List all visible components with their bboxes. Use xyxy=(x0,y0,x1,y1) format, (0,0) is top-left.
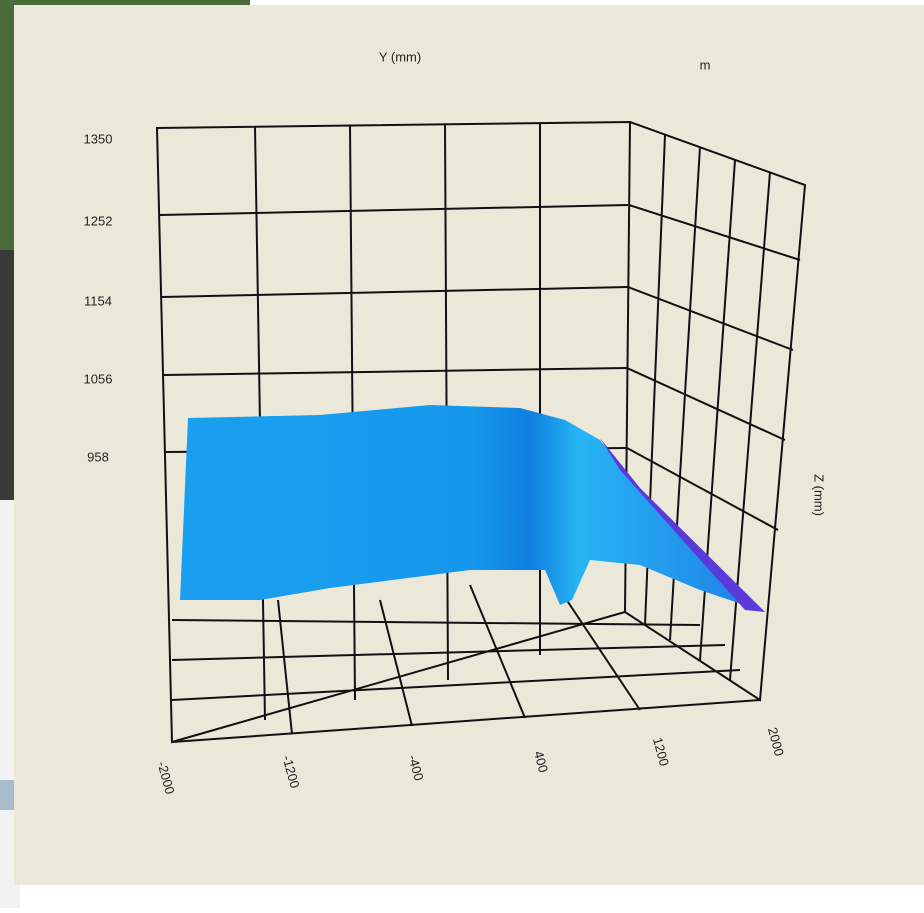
axis-title: Y (mm) xyxy=(379,49,421,64)
x-tick-label: 1200 xyxy=(650,736,672,768)
floor-edge xyxy=(171,699,761,743)
x-tick-label: -400 xyxy=(405,753,426,782)
z-tick-label: 1252 xyxy=(84,213,113,228)
x-tick-label: 400 xyxy=(531,749,551,774)
axis-title: Z (mm) xyxy=(812,474,827,516)
z-tick-label: 1056 xyxy=(84,371,113,386)
side-wall xyxy=(624,121,807,702)
surface xyxy=(180,405,765,612)
z-tick-label: 1350 xyxy=(84,131,113,146)
z-tick-label: 958 xyxy=(87,449,109,464)
axis-title: m xyxy=(700,57,711,72)
z-tick-label: 1154 xyxy=(84,293,112,308)
x-tick-label: 2000 xyxy=(765,726,787,758)
